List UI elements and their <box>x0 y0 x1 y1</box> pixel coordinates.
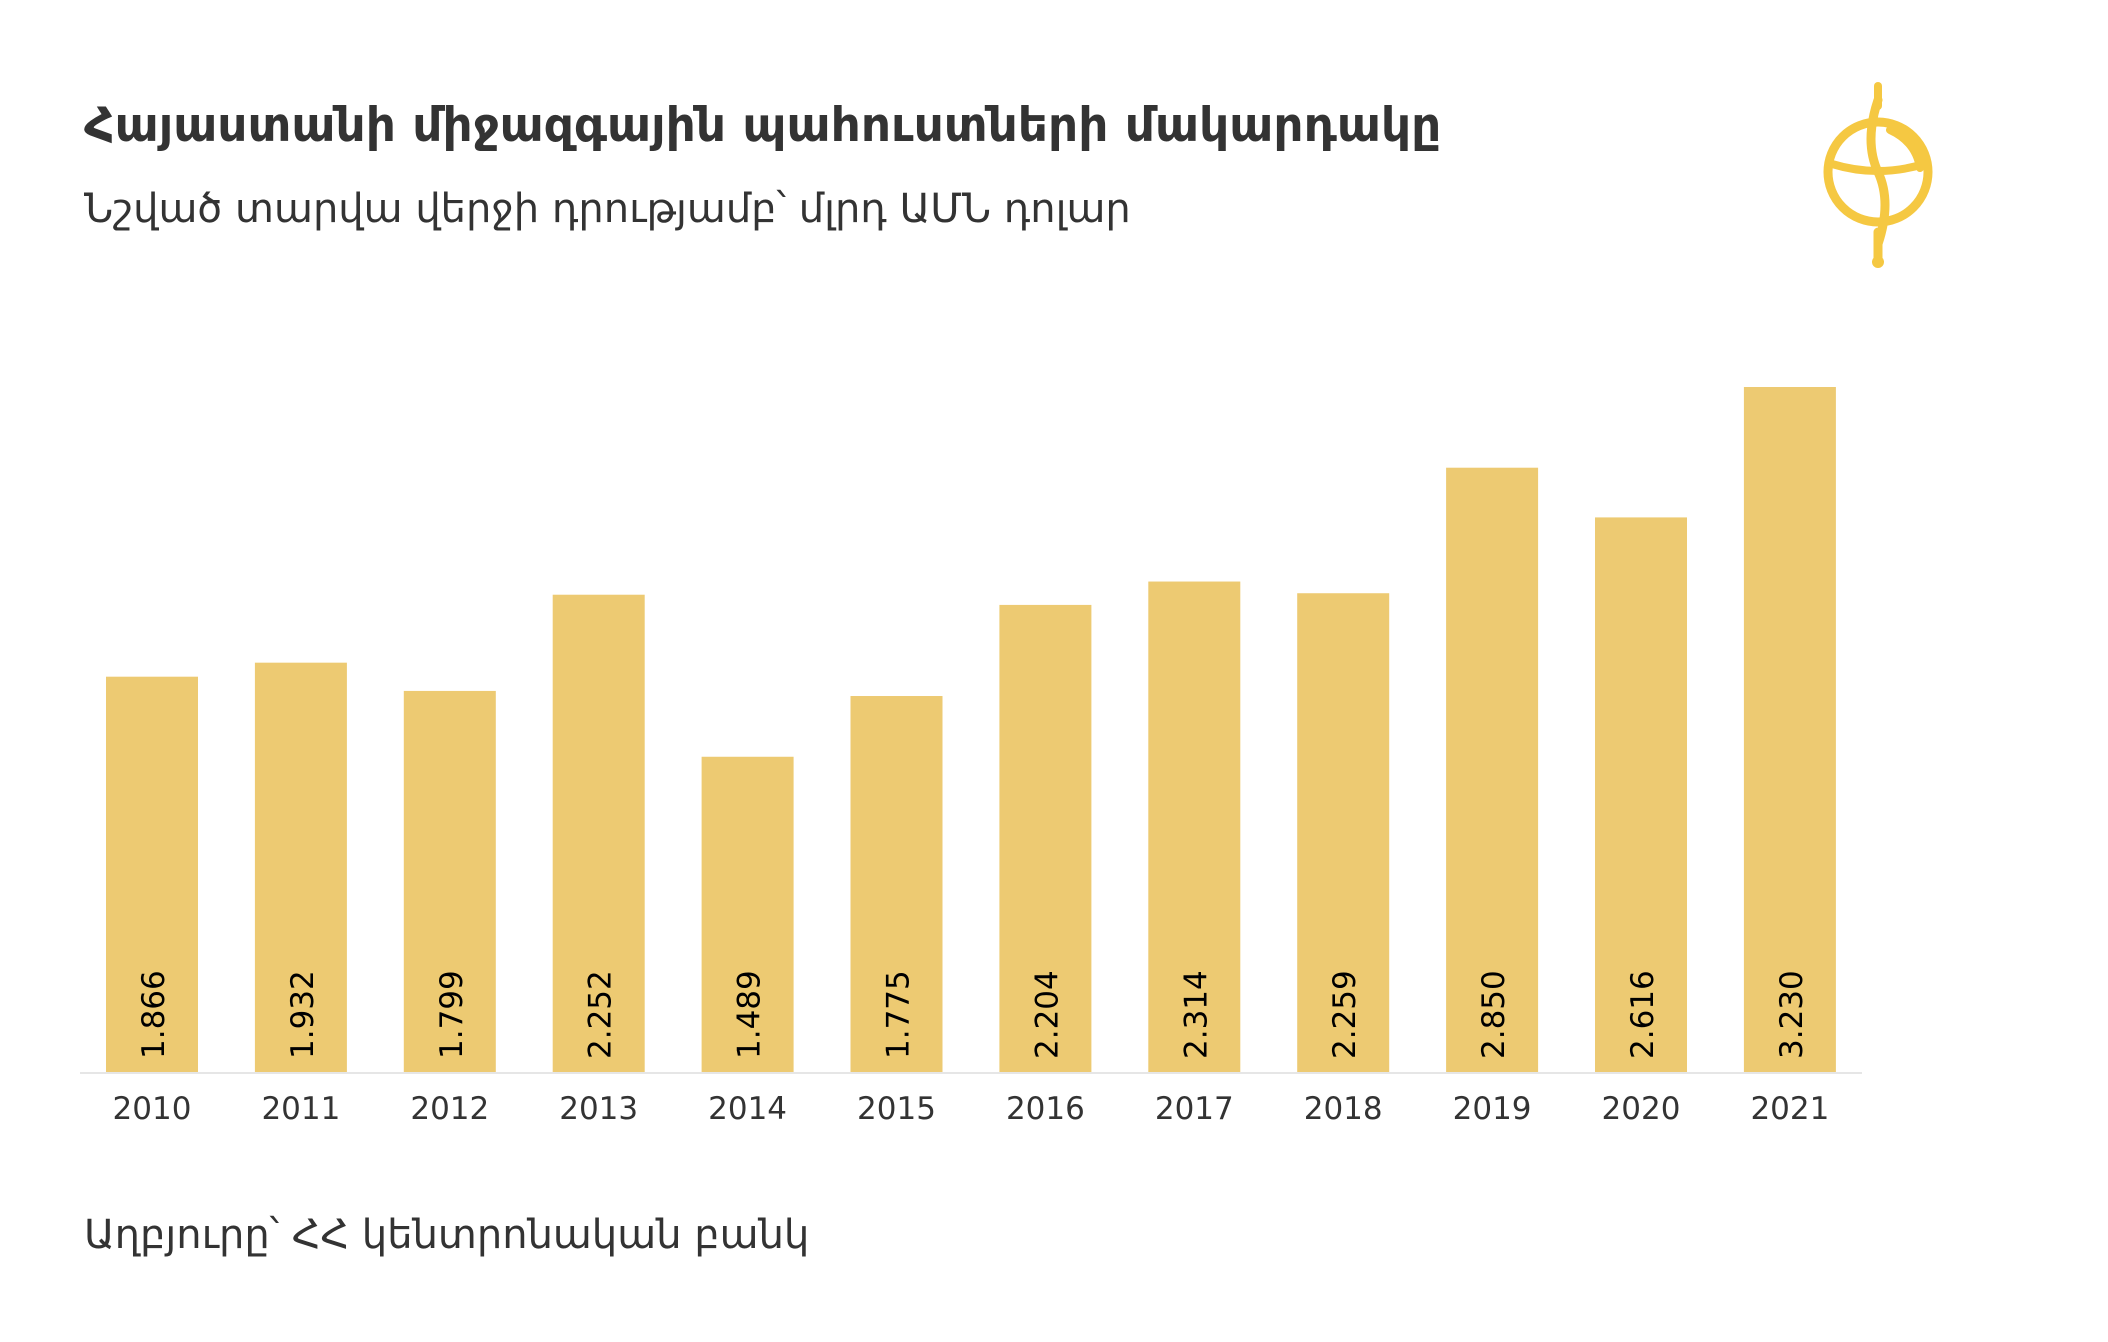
x-tick-label: 2010 <box>113 1091 192 1127</box>
bar-2021 <box>1743 387 1836 1073</box>
x-tick-label: 2011 <box>261 1091 340 1127</box>
data-label: 2.252 <box>583 970 619 1059</box>
x-tick-label: 2012 <box>410 1091 489 1127</box>
bar-2011 <box>254 662 347 1073</box>
data-label: 1.489 <box>732 970 768 1059</box>
data-label: 2.314 <box>1178 970 1214 1059</box>
bar-2019 <box>1446 467 1539 1073</box>
data-label: 1.866 <box>136 970 172 1059</box>
bar-2012 <box>403 690 496 1073</box>
globe-logo-icon <box>1823 82 1933 268</box>
x-tick-label: 2018 <box>1304 1091 1383 1127</box>
data-label: 2.850 <box>1476 970 1512 1059</box>
x-tick-label: 2021 <box>1750 1091 1829 1127</box>
bar-2010 <box>106 676 198 1073</box>
source-note: Աղբյուրը՝ ՀՀ կենտրոնական բանկ <box>84 1212 810 1258</box>
data-label: 1.932 <box>285 970 321 1059</box>
data-label: 2.204 <box>1029 970 1065 1059</box>
bar-2017 <box>1148 581 1241 1073</box>
x-tick-label: 2016 <box>1006 1091 1085 1127</box>
data-label: 2.616 <box>1625 970 1661 1059</box>
data-label: 3.230 <box>1774 970 1810 1059</box>
bar-2015 <box>850 696 943 1073</box>
chart-subtitle: Նշված տարվա վերջի դրությամբ՝ մլրդ ԱՄՆ դո… <box>84 186 1131 232</box>
x-tick-label: 2014 <box>708 1091 787 1127</box>
bar-2020 <box>1595 517 1687 1073</box>
bar-2014 <box>701 756 794 1073</box>
x-tick-label: 2017 <box>1155 1091 1234 1127</box>
data-label: 2.259 <box>1327 970 1363 1059</box>
bar-2018 <box>1297 593 1390 1073</box>
x-tick-label: 2019 <box>1453 1091 1532 1127</box>
data-label: 1.799 <box>434 970 470 1059</box>
x-tick-label: 2013 <box>559 1091 638 1127</box>
data-label: 1.775 <box>881 970 917 1059</box>
x-tick-label: 2015 <box>857 1091 936 1127</box>
chart-title: Հայաստանի միջազգային պահուստների մակարդա… <box>84 98 1442 153</box>
bar-2013 <box>552 594 645 1073</box>
bar-2016 <box>999 604 1092 1073</box>
x-tick-label: 2020 <box>1602 1091 1681 1127</box>
